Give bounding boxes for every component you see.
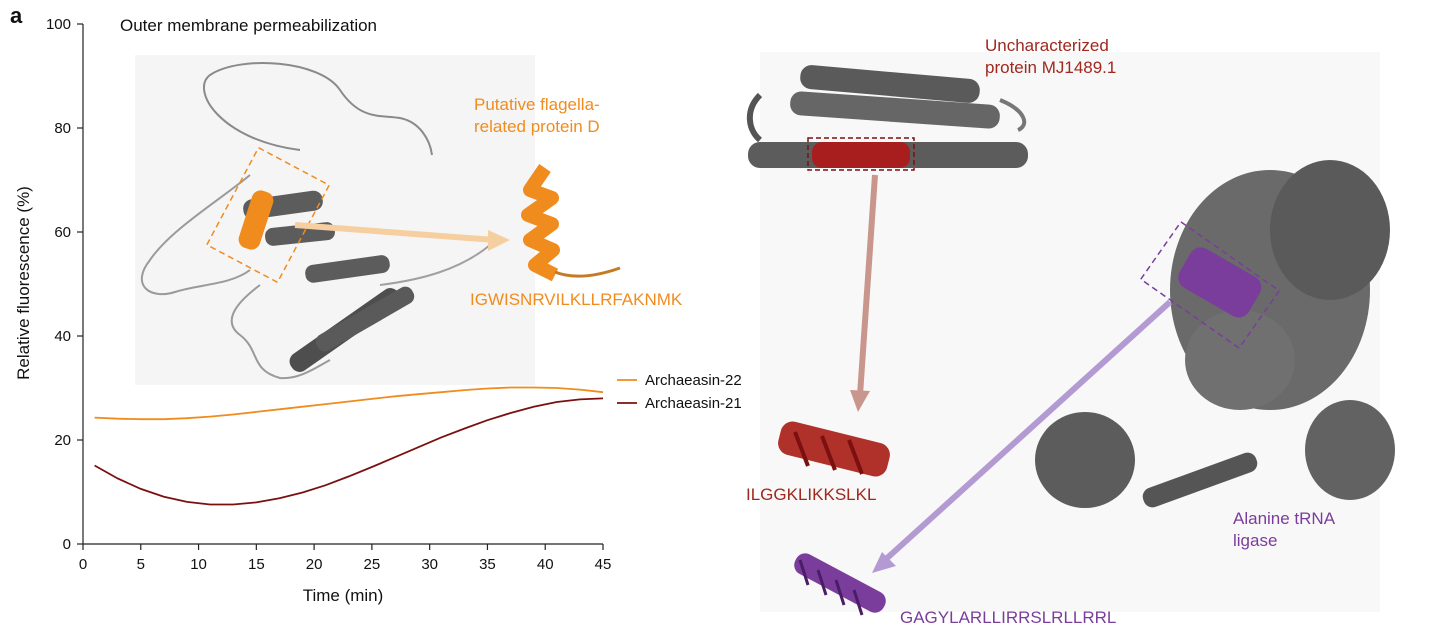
alanine-ligase-structure <box>872 160 1395 573</box>
mj-peptide-helix <box>778 421 890 477</box>
y-tick-label: 100 <box>46 16 71 33</box>
y-tick-label: 40 <box>54 328 71 345</box>
series-line-archaeasin-22 <box>94 386 604 421</box>
alanine-peptide-label: GAGYLARLLIRRSLRLLRRL <box>900 608 1116 627</box>
x-axis-label: Time (min) <box>303 586 384 605</box>
x-tick-label: 20 <box>306 556 323 573</box>
x-tick-label: 25 <box>364 556 381 573</box>
label-line: Uncharacterized <box>985 36 1109 55</box>
y-tick-label: 80 <box>54 120 71 137</box>
label-line: Alanine tRNA <box>1233 509 1336 528</box>
label-line: related protein D <box>474 117 600 136</box>
legend: Archaeasin-22 Archaeasin-21 <box>617 372 742 412</box>
x-tick-label: 10 <box>190 556 207 573</box>
y-tick-label: 0 <box>63 536 71 553</box>
panel-label: a <box>10 3 23 28</box>
flagella-peptide-label: IGWISNRVILKLLRFAKNMK <box>470 290 683 309</box>
alanine-protein-label: Alanine tRNA ligase <box>1233 509 1336 550</box>
x-tick-label: 45 <box>595 556 612 573</box>
x-tick-label: 15 <box>248 556 265 573</box>
legend-label: Archaeasin-21 <box>645 395 742 412</box>
y-axis-label: Relative fluorescence (%) <box>14 186 33 380</box>
line-chart: Outer membrane permeabilization Relative… <box>14 16 742 605</box>
x-tick-label: 5 <box>137 556 145 573</box>
series-line-archaeasin-21 <box>94 397 604 506</box>
y-ticks: 0 20 40 60 80 100 <box>46 16 83 553</box>
flagella-protein-label: Putative flagella-related protein D <box>474 95 600 136</box>
legend-label: Archaeasin-22 <box>645 372 742 389</box>
label-line: Putative flagella- <box>474 95 600 114</box>
x-tick-label: 0 <box>79 556 87 573</box>
y-tick-label: 20 <box>54 432 71 449</box>
label-line: ligase <box>1233 531 1277 550</box>
x-tick-label: 40 <box>537 556 554 573</box>
y-tick-label: 60 <box>54 224 71 241</box>
mj-protein-label: Uncharacterized protein MJ1489.1 <box>985 36 1116 77</box>
label-line: protein MJ1489.1 <box>985 58 1116 77</box>
x-tick-label: 30 <box>421 556 438 573</box>
alanine-peptide-helix <box>794 553 886 616</box>
flagella-peptide-helix <box>521 164 621 282</box>
series-lines <box>94 386 604 506</box>
mj-peptide-label: ILGGKLIKKSLKL <box>746 485 876 504</box>
x-tick-label: 35 <box>479 556 496 573</box>
x-ticks: 0 5 10 15 20 25 30 35 40 45 <box>79 544 612 573</box>
chart-title: Outer membrane permeabilization <box>120 16 377 35</box>
flagella-protein-structure <box>135 55 535 385</box>
